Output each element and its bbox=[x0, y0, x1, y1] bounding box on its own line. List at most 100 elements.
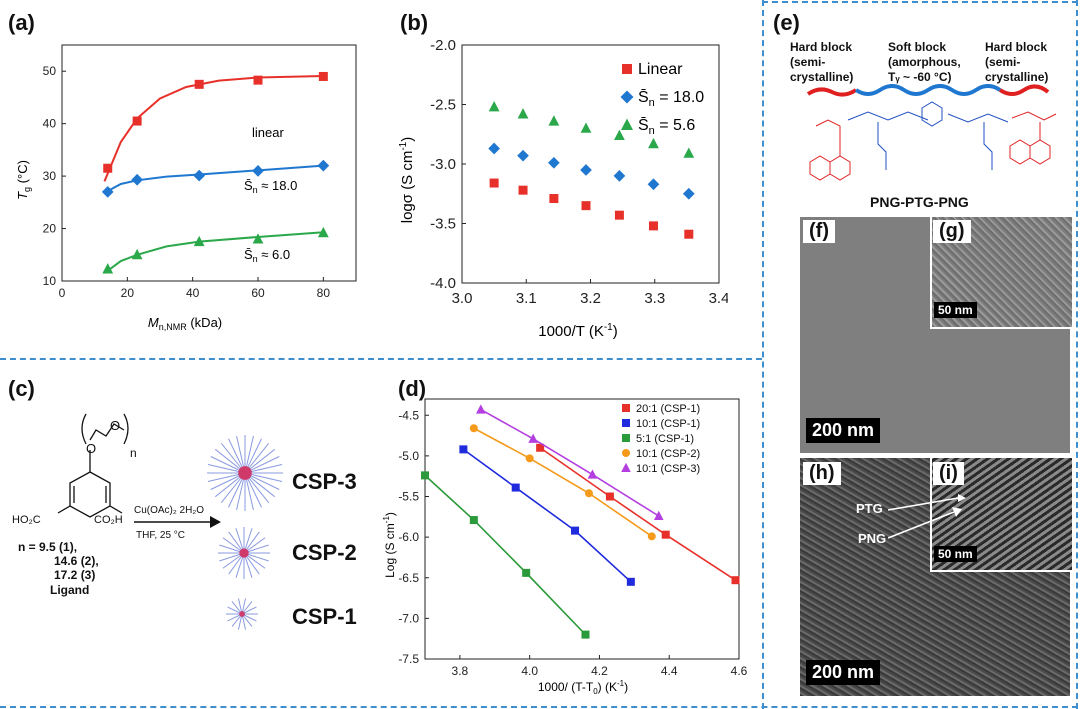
reaction-arrow bbox=[134, 516, 221, 528]
hard-block-left-2: (semi- bbox=[790, 55, 826, 69]
d-point-3-3 bbox=[647, 532, 656, 541]
block-copolymer-schematic bbox=[806, 84, 1057, 181]
b-legend-sn56: S̄n = 5.6 bbox=[638, 117, 695, 137]
d-point-4-3 bbox=[653, 510, 664, 520]
b-xtick-label-2: 3.2 bbox=[580, 290, 601, 307]
d-point-0-1 bbox=[605, 492, 614, 501]
a-point-2-3 bbox=[252, 233, 264, 244]
hard-block-left-3: crystalline) bbox=[790, 70, 854, 84]
a-point-0-4 bbox=[318, 71, 328, 81]
a-point-1-2 bbox=[193, 169, 206, 182]
d-legend-marker-0 bbox=[622, 404, 630, 412]
frame-bottom bbox=[0, 706, 1078, 708]
d-point-2-1 bbox=[469, 516, 478, 525]
b-point-1-4 bbox=[613, 170, 626, 182]
scalebar-h: 200 nm bbox=[806, 660, 881, 685]
d-point-3-0 bbox=[469, 424, 478, 433]
b-point-2-1 bbox=[517, 108, 529, 119]
a-xtick-label-3: 60 bbox=[251, 286, 265, 300]
b-ytick-label-0: -4.0 bbox=[430, 275, 456, 292]
d-ytick-label-0: -7.5 bbox=[398, 652, 419, 666]
a-point-1-0 bbox=[101, 185, 114, 198]
hard-block-left-1: Hard block bbox=[790, 40, 853, 54]
a-ytick-label-2: 30 bbox=[43, 169, 57, 183]
d-line-4 bbox=[480, 408, 660, 517]
d-line-0 bbox=[539, 447, 736, 581]
a-annot-sn18: S̄n ≈ 18.0 bbox=[244, 178, 297, 195]
a-point-2-4 bbox=[317, 226, 329, 238]
a-ytick-label-4: 50 bbox=[43, 64, 57, 78]
d-legend-marker-4 bbox=[621, 462, 631, 472]
b-xtick-label-1: 3.1 bbox=[516, 290, 537, 307]
a-point-0-3 bbox=[253, 75, 263, 85]
b-legend-linear: Linear bbox=[638, 61, 683, 78]
d-point-1-0 bbox=[459, 445, 468, 454]
d-point-4-2 bbox=[587, 469, 598, 479]
a-ylabel: Tg (°C) bbox=[15, 160, 32, 200]
label-ptg: PTG bbox=[856, 501, 883, 516]
b-point-0-3 bbox=[581, 201, 591, 211]
soft-block-2: (amorphous, bbox=[888, 55, 961, 69]
a-point-1-4 bbox=[317, 159, 330, 172]
b-axes-frame bbox=[461, 44, 720, 284]
scheme-n-value-1: n = 9.5 (1), bbox=[18, 540, 78, 554]
b-ylabel: logσ (S cm-1) bbox=[398, 137, 416, 224]
b-point-1-5 bbox=[647, 178, 660, 191]
d-legend-label-1: 10:1 (CSP-1) bbox=[636, 418, 700, 430]
panel-label-a: (a) bbox=[8, 10, 35, 35]
b-legend-marker-0 bbox=[622, 64, 632, 74]
b-point-0-5 bbox=[648, 221, 658, 231]
label-png: PNG bbox=[858, 531, 887, 546]
a-axes-frame bbox=[61, 44, 357, 282]
csp1-label: CSP-1 bbox=[292, 604, 357, 629]
clu1-core bbox=[239, 611, 245, 617]
hard-block-right-1: Hard block bbox=[985, 40, 1048, 54]
cluster-csp1 bbox=[226, 598, 258, 630]
b-point-2-6 bbox=[683, 147, 695, 158]
csp3-label: CSP-3 bbox=[292, 469, 357, 494]
b-xtick-label-4: 3.4 bbox=[709, 290, 728, 307]
a-ytick-label-3: 40 bbox=[43, 117, 57, 131]
d-xtick-label-2: 4.2 bbox=[591, 664, 608, 678]
d-axes-frame bbox=[424, 398, 740, 660]
panel-label-g: (g) bbox=[933, 220, 971, 243]
panel-label-b: (b) bbox=[400, 10, 429, 35]
d-ylabel: Log (S cm-1) bbox=[382, 512, 397, 578]
a-point-1-3 bbox=[252, 165, 264, 177]
d-point-2-3 bbox=[581, 630, 590, 639]
b-point-1-2 bbox=[548, 156, 560, 169]
d-line-2 bbox=[424, 474, 587, 636]
frame-right bbox=[1076, 0, 1078, 709]
a-xtick-label-0: 0 bbox=[59, 286, 66, 300]
d-ytick-label-4: -5.5 bbox=[398, 490, 419, 504]
a-point-2-2 bbox=[193, 235, 205, 247]
a-point-0-2 bbox=[194, 79, 204, 89]
b-point-2-4 bbox=[614, 129, 625, 140]
a-ytick-label-0: 10 bbox=[43, 274, 57, 288]
b-legend: Linear S̄n = 18.0 S̄n = 5.6 bbox=[638, 61, 704, 137]
b-point-1-1 bbox=[517, 149, 529, 162]
d-point-1-1 bbox=[511, 483, 520, 492]
a-annot-linear: linear bbox=[252, 125, 284, 140]
csp2-label: CSP-2 bbox=[292, 540, 357, 565]
scheme-o-atom-2: O bbox=[110, 418, 121, 433]
d-point-2-0 bbox=[421, 471, 429, 480]
scheme-reagent-1: Cu(OAc)₂ 2H₂O bbox=[134, 505, 204, 516]
frame-top bbox=[762, 1, 1078, 3]
b-legend-marker-1 bbox=[620, 90, 634, 104]
panel-label-h: (h) bbox=[803, 462, 841, 485]
b-xtick-label-0: 3.0 bbox=[452, 290, 473, 307]
hard-block-right-2: (semi- bbox=[985, 55, 1021, 69]
b-point-1-0 bbox=[488, 142, 500, 155]
a-point-2-0 bbox=[102, 263, 114, 274]
scheme-n-sub: n bbox=[130, 446, 137, 460]
d-ytick-label-5: -5.0 bbox=[398, 449, 419, 463]
a-xtick-label-2: 40 bbox=[186, 286, 200, 300]
b-xtick-label-3: 3.3 bbox=[644, 290, 665, 307]
b-ytick-label-1: -3.5 bbox=[430, 216, 456, 233]
d-xtick-label-1: 4.0 bbox=[521, 664, 538, 678]
b-point-0-2 bbox=[549, 194, 559, 204]
clu3-core bbox=[238, 466, 252, 480]
b-point-2-3 bbox=[580, 122, 592, 133]
b-point-0-1 bbox=[518, 185, 528, 195]
